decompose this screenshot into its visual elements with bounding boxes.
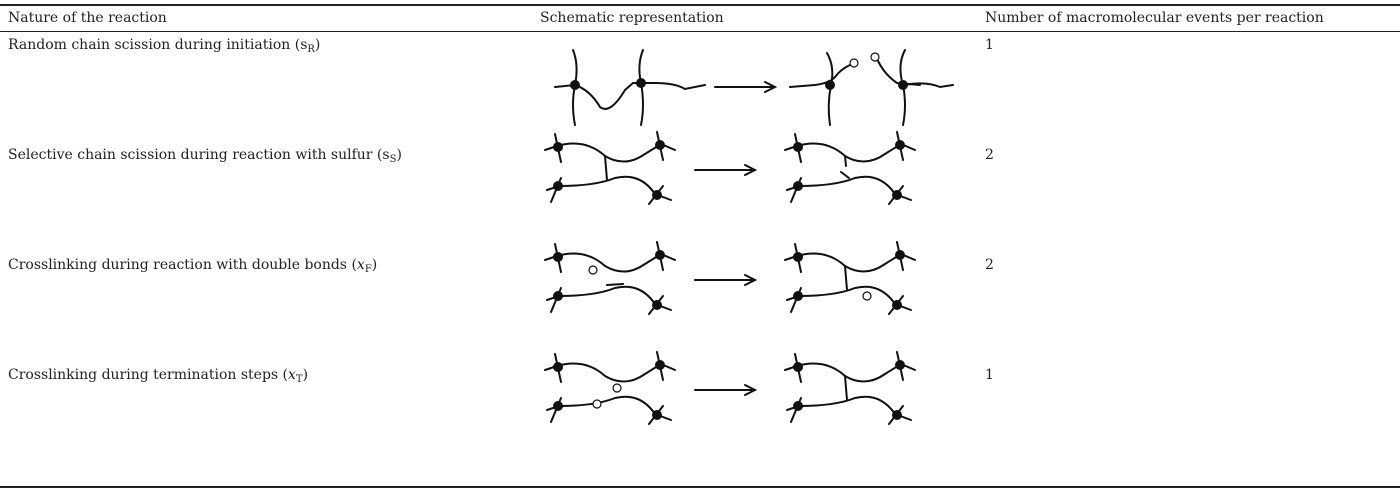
drawing-part (784, 351, 916, 425)
drawing-part (592, 399, 602, 409)
events: 2 (985, 257, 994, 273)
drawing-part (554, 82, 706, 110)
drawing-part (898, 80, 908, 90)
text: Crosslinking during termination steps ( (8, 367, 289, 383)
header-cell: Schematic representation (540, 10, 724, 26)
drawing-part (588, 265, 598, 275)
drawing-part (870, 52, 880, 62)
drawing-part (694, 384, 756, 396)
drawing-part (714, 81, 776, 93)
drawing-part (570, 80, 580, 90)
drawing-part (694, 164, 756, 176)
top-rule (0, 4, 1400, 6)
text: ) (396, 147, 402, 163)
reaction-name: Crosslinking during reaction with double… (8, 256, 377, 279)
drawing-part (840, 171, 850, 179)
subscript: T (295, 374, 303, 385)
drawing-part (544, 131, 676, 205)
symbol: s (300, 37, 308, 53)
text: ) (371, 257, 378, 273)
drawing-part (784, 131, 916, 205)
drawing-part (849, 58, 859, 68)
schematic-row-2 (544, 131, 916, 205)
text: Selective chain scission during reaction… (8, 147, 383, 163)
drawing-part (544, 351, 676, 425)
symbol: x (356, 257, 365, 273)
drawing-part (862, 291, 872, 301)
schematic-row-1 (554, 49, 954, 126)
schematic-row-3 (544, 241, 916, 315)
text: ) (302, 367, 309, 383)
drawing-part (844, 155, 847, 167)
header-rule (0, 31, 1400, 32)
subscript: R (307, 44, 315, 55)
drawing-part (877, 60, 921, 86)
events: 1 (985, 367, 994, 383)
drawing-part (784, 241, 916, 315)
drawing-part (904, 82, 954, 89)
subscript: F (364, 264, 372, 275)
symbol: s (382, 147, 390, 163)
symbol: x (288, 367, 296, 383)
drawing-part (694, 274, 756, 286)
drawing-part (606, 283, 624, 286)
drawing-part (544, 241, 676, 315)
events: 2 (985, 147, 994, 163)
text: Crosslinking during reaction with double… (8, 257, 357, 273)
reaction-name: Random chain scission during initiation … (8, 36, 320, 59)
subscript: S (389, 154, 397, 165)
reaction-name: Crosslinking during termination steps (x… (8, 366, 308, 389)
header-cell: Number of macromolecular events per reac… (985, 10, 1324, 26)
drawing-part (789, 64, 851, 88)
drawing-part (844, 265, 848, 291)
text: ) (314, 37, 321, 53)
drawing-part (636, 78, 646, 88)
events: 1 (985, 37, 994, 53)
schematic-row-4 (544, 351, 916, 425)
drawing-part (844, 375, 848, 401)
drawing-part (612, 383, 622, 393)
text: Random chain scission during initiation … (8, 37, 301, 53)
bottom-rule (0, 486, 1400, 488)
header-cell: Nature of the reaction (8, 10, 167, 26)
drawing-part (604, 155, 608, 181)
reaction-name: Selective chain scission during reaction… (8, 146, 402, 169)
drawing-part (825, 80, 835, 90)
